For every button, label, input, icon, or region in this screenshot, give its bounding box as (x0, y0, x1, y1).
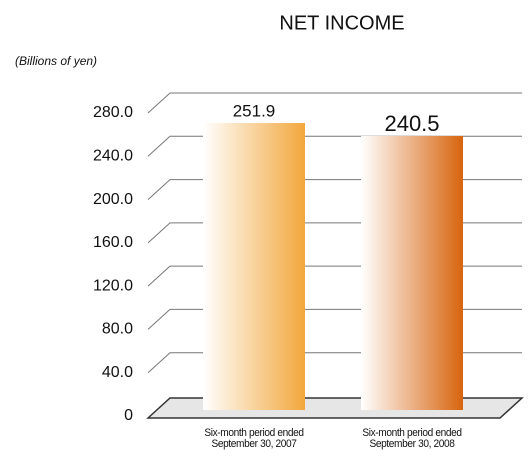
y-tick-label: 80.0 (102, 321, 133, 338)
y-tick-label: 280.0 (93, 104, 133, 121)
data-label: 240.5 (384, 111, 439, 136)
y-tick-label: 120.0 (93, 277, 133, 294)
bar (203, 123, 305, 411)
bar (361, 136, 463, 411)
y-tick-label: 0 (124, 407, 133, 424)
y-tick-label: 240.0 (93, 148, 133, 165)
grid-line (147, 92, 522, 114)
data-label: 251.9 (233, 101, 276, 120)
y-tick-label: 40.0 (102, 364, 133, 381)
y-tick-label: 160.0 (93, 234, 133, 251)
y-tick-label: 200.0 (93, 191, 133, 208)
x-tick-label: Six-month period ended September 30, 200… (204, 427, 304, 450)
x-tick-label: Six-month period ended September 30, 200… (362, 427, 462, 450)
y-axis-label: (Billions of yen) (15, 54, 97, 68)
chart-title: NET INCOME (279, 12, 404, 34)
